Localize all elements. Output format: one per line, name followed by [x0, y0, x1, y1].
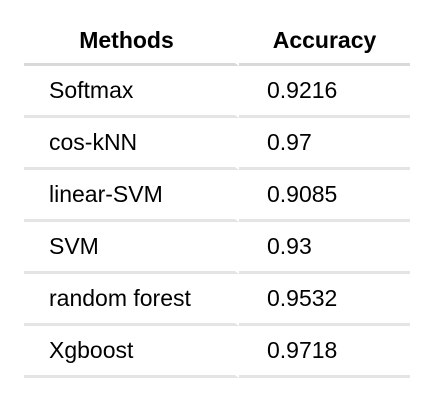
- method-cell: SVM: [24, 222, 239, 274]
- table-row: Softmax 0.9216: [24, 66, 410, 118]
- table-row: SVM 0.93: [24, 222, 410, 274]
- table-row: linear-SVM 0.9085: [24, 170, 410, 222]
- column-header-methods: Methods: [24, 18, 239, 66]
- method-cell: linear-SVM: [24, 170, 239, 222]
- table-row: Xgboost 0.9718: [24, 326, 410, 378]
- table-row: random forest 0.9532: [24, 274, 410, 326]
- accuracy-cell: 0.9216: [239, 66, 410, 118]
- table-header-row: Methods Accuracy: [24, 18, 410, 66]
- method-cell: Xgboost: [24, 326, 239, 378]
- method-cell: random forest: [24, 274, 239, 326]
- accuracy-cell: 0.97: [239, 118, 410, 170]
- accuracy-cell: 0.93: [239, 222, 410, 274]
- table-row: cos-kNN 0.97: [24, 118, 410, 170]
- results-table-container: Methods Accuracy Softmax 0.9216 cos-kNN …: [24, 18, 410, 378]
- results-table: Methods Accuracy Softmax 0.9216 cos-kNN …: [24, 18, 410, 378]
- accuracy-cell: 0.9085: [239, 170, 410, 222]
- accuracy-cell: 0.9532: [239, 274, 410, 326]
- method-cell: cos-kNN: [24, 118, 239, 170]
- method-cell: Softmax: [24, 66, 239, 118]
- accuracy-cell: 0.9718: [239, 326, 410, 378]
- column-header-accuracy: Accuracy: [239, 18, 410, 66]
